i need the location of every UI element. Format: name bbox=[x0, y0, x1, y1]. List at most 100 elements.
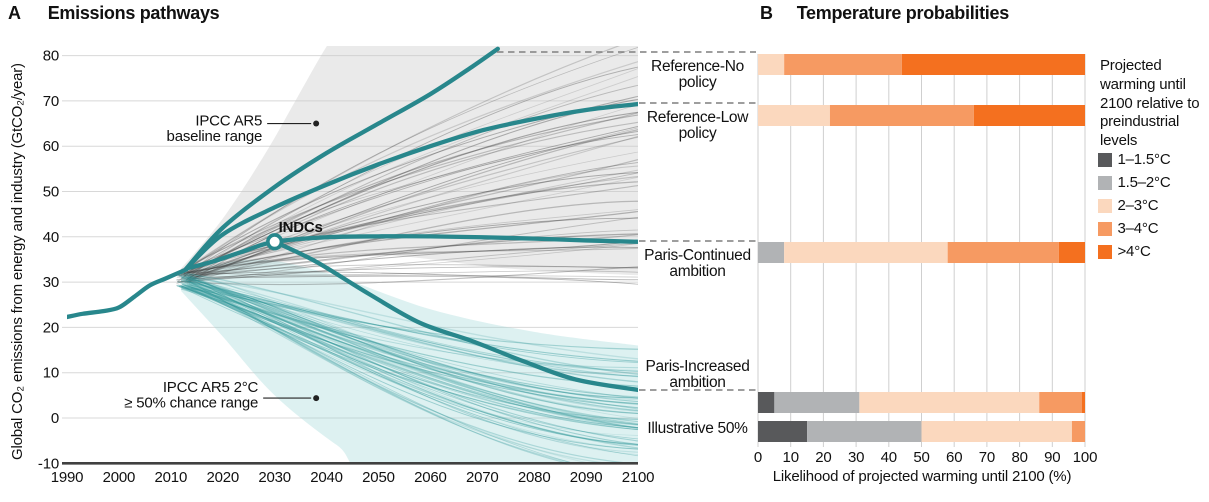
y-tick-label: 70 bbox=[43, 93, 59, 110]
bar-x-tick-label: 0 bbox=[754, 449, 762, 466]
bar-x-tick-label: 40 bbox=[881, 449, 897, 466]
y-tick-label: 40 bbox=[43, 229, 59, 246]
bar-segment bbox=[1071, 421, 1085, 442]
ensemble-line-teal bbox=[182, 279, 638, 378]
ensemble-line-teal bbox=[180, 280, 638, 399]
x-tick-label: 2000 bbox=[103, 469, 136, 486]
annotation-pointer-dot bbox=[313, 395, 320, 402]
bar-segment bbox=[784, 242, 948, 263]
ensemble-line-teal bbox=[188, 274, 638, 455]
bar-segment bbox=[973, 105, 1085, 126]
ensemble-line-teal bbox=[186, 276, 638, 453]
series-reference-low-policy bbox=[184, 101, 638, 271]
x-tick-label: 2090 bbox=[570, 469, 603, 486]
ensemble-line-teal bbox=[181, 276, 638, 445]
ensemble-line-teal bbox=[186, 274, 638, 372]
ensemble-line-teal bbox=[179, 284, 638, 429]
ensemble-line-teal bbox=[181, 283, 638, 423]
panel-a-title: A Emissions pathways bbox=[8, 3, 220, 24]
ensemble-line-teal bbox=[177, 274, 625, 462]
ensemble-line-gray bbox=[176, 135, 638, 285]
ensemble-line-gray bbox=[188, 165, 638, 284]
y-tick-label: 50 bbox=[43, 184, 59, 201]
ensemble-line-gray bbox=[176, 46, 621, 276]
ensemble-line-gray bbox=[186, 159, 638, 282]
bar-segment bbox=[758, 105, 830, 126]
y-tick-label: -10 bbox=[38, 455, 59, 472]
bar-segment bbox=[1039, 392, 1082, 413]
ensemble-line-gray bbox=[182, 229, 638, 274]
ensemble-line-teal bbox=[187, 278, 638, 414]
ensemble-line-gray bbox=[189, 130, 638, 278]
ensemble-line-teal bbox=[181, 286, 638, 387]
legend-label: 2–3°C bbox=[1117, 197, 1159, 215]
ensemble-line-teal bbox=[190, 275, 638, 405]
ensemble-line-teal bbox=[185, 274, 638, 457]
ensemble-line-gray bbox=[188, 172, 638, 281]
ensemble-line-teal bbox=[177, 281, 638, 350]
panel-b-x-axis-label: Likelihood of projected warming until 21… bbox=[772, 468, 1072, 485]
ensemble-line-teal bbox=[175, 273, 638, 374]
bar-x-tick-label: 100 bbox=[1073, 449, 1097, 466]
bar-segment bbox=[947, 242, 1059, 263]
ensemble-line-teal bbox=[187, 287, 638, 401]
bar-row-reference-low-policy bbox=[758, 105, 1085, 126]
panel-b-tick-labels: 0 10 20 30 40 50 60 70 80 90 100 bbox=[754, 449, 1097, 466]
ensemble-line-gray bbox=[190, 176, 638, 270]
bar-segment bbox=[758, 392, 775, 413]
ensemble-line-teal bbox=[188, 276, 638, 360]
ensemble-line-gray bbox=[189, 246, 638, 278]
bar-row-reference-no-policy bbox=[758, 54, 1085, 75]
ensemble-line-teal bbox=[181, 285, 638, 399]
ensemble-line-teal bbox=[186, 285, 638, 450]
legend-item: 1–1.5°C bbox=[1098, 151, 1208, 168]
x-tick-label: 2010 bbox=[155, 469, 188, 486]
ensemble-line-gray bbox=[188, 129, 638, 283]
ensemble-line-teal bbox=[190, 287, 566, 462]
panel-b-title-text: Temperature probabilities bbox=[796, 3, 1010, 23]
ensemble-line-teal bbox=[185, 284, 638, 429]
scenario-connector-dashes bbox=[497, 51, 756, 391]
scenario-label-reference-no-policy: Reference-No policy bbox=[651, 58, 744, 91]
ensemble-line-teal bbox=[184, 287, 638, 362]
band-ipcc-ar5-baseline-range bbox=[181, 46, 638, 283]
legend-title: Projected warming until 2100 relative to… bbox=[1100, 57, 1200, 150]
x-tick-label: 2030 bbox=[258, 469, 291, 486]
band-ipcc-ar5-2c-50pct-range bbox=[181, 259, 638, 462]
panel-a-scenario-lines bbox=[67, 46, 638, 393]
ensemble-line-gray bbox=[178, 216, 638, 283]
ensemble-line-teal bbox=[184, 281, 638, 420]
ensemble-line-teal bbox=[179, 272, 638, 399]
ensemble-line-gray bbox=[184, 175, 638, 271]
ensemble-line-teal bbox=[176, 273, 638, 377]
y-tick-label: 80 bbox=[43, 48, 59, 65]
x-tick-label: 2040 bbox=[310, 469, 343, 486]
bar-x-tick-label: 60 bbox=[946, 449, 962, 466]
ensemble-line-gray bbox=[186, 243, 638, 282]
series-reference-no-policy bbox=[184, 46, 500, 271]
bar-x-tick-label: 70 bbox=[979, 449, 995, 466]
ensemble-line-gray bbox=[189, 172, 638, 276]
bar-row-paris-increased-ambition bbox=[758, 392, 1085, 413]
indcs-label: INDCs bbox=[279, 219, 323, 236]
ensemble-line-gray bbox=[184, 112, 638, 271]
ensemble-line-teal bbox=[176, 284, 571, 462]
bar-segment bbox=[829, 105, 974, 126]
ensemble-line-teal bbox=[187, 284, 638, 421]
ensemble-line-teal bbox=[178, 275, 638, 372]
ensemble-line-teal bbox=[187, 272, 638, 412]
ensemble-line-teal bbox=[181, 277, 638, 450]
y-tick-label: 10 bbox=[43, 365, 59, 382]
panel-b-letter: B bbox=[760, 3, 773, 23]
bar-x-tick-label: 10 bbox=[783, 449, 799, 466]
legend-label: >4°C bbox=[1117, 243, 1151, 261]
scenario-labels-column: Reference-No policy Reference-Low policy Par… bbox=[638, 0, 757, 502]
ensemble-line-gray bbox=[181, 134, 638, 272]
bar-segment bbox=[774, 392, 860, 413]
ensemble-line-teal bbox=[177, 284, 638, 428]
bar-x-tick-label: 20 bbox=[815, 449, 831, 466]
ensemble-line-teal bbox=[184, 281, 638, 449]
ensemble-line-teal bbox=[186, 278, 638, 398]
